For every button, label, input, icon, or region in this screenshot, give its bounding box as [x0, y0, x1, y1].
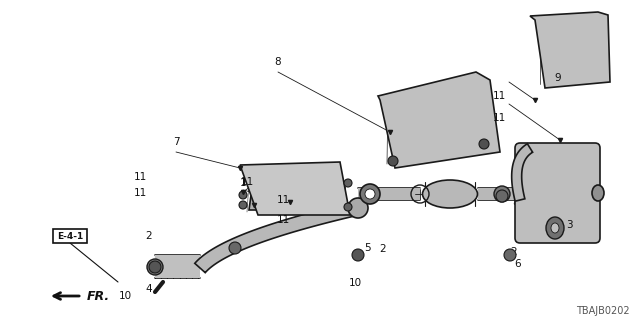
Circle shape [344, 203, 352, 211]
Text: 6: 6 [514, 259, 520, 269]
Circle shape [147, 259, 163, 275]
Ellipse shape [546, 217, 564, 239]
Ellipse shape [592, 185, 604, 201]
Text: 11: 11 [134, 172, 147, 182]
Circle shape [496, 190, 508, 202]
Text: 10: 10 [119, 291, 132, 301]
Text: 11: 11 [134, 188, 147, 198]
Text: 10: 10 [348, 278, 362, 288]
Circle shape [360, 184, 380, 204]
Text: FR.: FR. [87, 290, 110, 302]
Text: 11: 11 [493, 91, 506, 101]
Polygon shape [195, 201, 360, 273]
Text: TBAJB0202: TBAJB0202 [577, 306, 630, 316]
Text: 4: 4 [145, 284, 152, 294]
Text: 11: 11 [241, 177, 254, 187]
Polygon shape [240, 162, 350, 215]
FancyBboxPatch shape [53, 229, 87, 243]
Text: 1: 1 [240, 178, 246, 188]
Polygon shape [378, 72, 500, 168]
Circle shape [365, 189, 375, 199]
Circle shape [149, 261, 161, 273]
Ellipse shape [422, 180, 477, 208]
Polygon shape [530, 12, 610, 88]
Circle shape [352, 249, 364, 261]
Text: 2: 2 [380, 244, 386, 254]
Text: 11: 11 [276, 195, 290, 205]
FancyBboxPatch shape [515, 143, 600, 243]
Text: E-4-1: E-4-1 [57, 231, 83, 241]
Text: 9: 9 [554, 73, 561, 83]
Polygon shape [249, 188, 345, 210]
Circle shape [229, 242, 241, 254]
Text: 11: 11 [493, 113, 506, 123]
Circle shape [388, 156, 398, 166]
Polygon shape [155, 255, 200, 278]
Circle shape [348, 198, 368, 218]
Polygon shape [358, 188, 420, 200]
Text: 3: 3 [566, 220, 573, 230]
Polygon shape [511, 144, 532, 201]
Circle shape [504, 249, 516, 261]
Text: 7: 7 [173, 137, 179, 147]
Text: 8: 8 [275, 57, 282, 67]
Circle shape [239, 201, 247, 209]
Circle shape [494, 186, 510, 202]
Text: 2: 2 [145, 231, 152, 241]
Circle shape [479, 139, 489, 149]
Text: 11: 11 [276, 215, 290, 225]
Text: 5: 5 [364, 243, 371, 253]
Ellipse shape [551, 223, 559, 233]
Circle shape [239, 191, 247, 199]
Circle shape [344, 179, 352, 187]
Polygon shape [478, 188, 520, 200]
Text: 2: 2 [510, 247, 516, 257]
